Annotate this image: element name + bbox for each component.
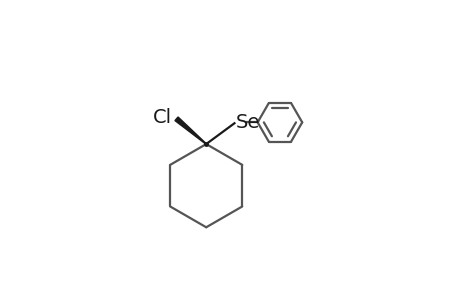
Text: Cl: Cl bbox=[152, 108, 171, 128]
Text: Se: Se bbox=[235, 113, 259, 132]
Polygon shape bbox=[174, 117, 206, 144]
